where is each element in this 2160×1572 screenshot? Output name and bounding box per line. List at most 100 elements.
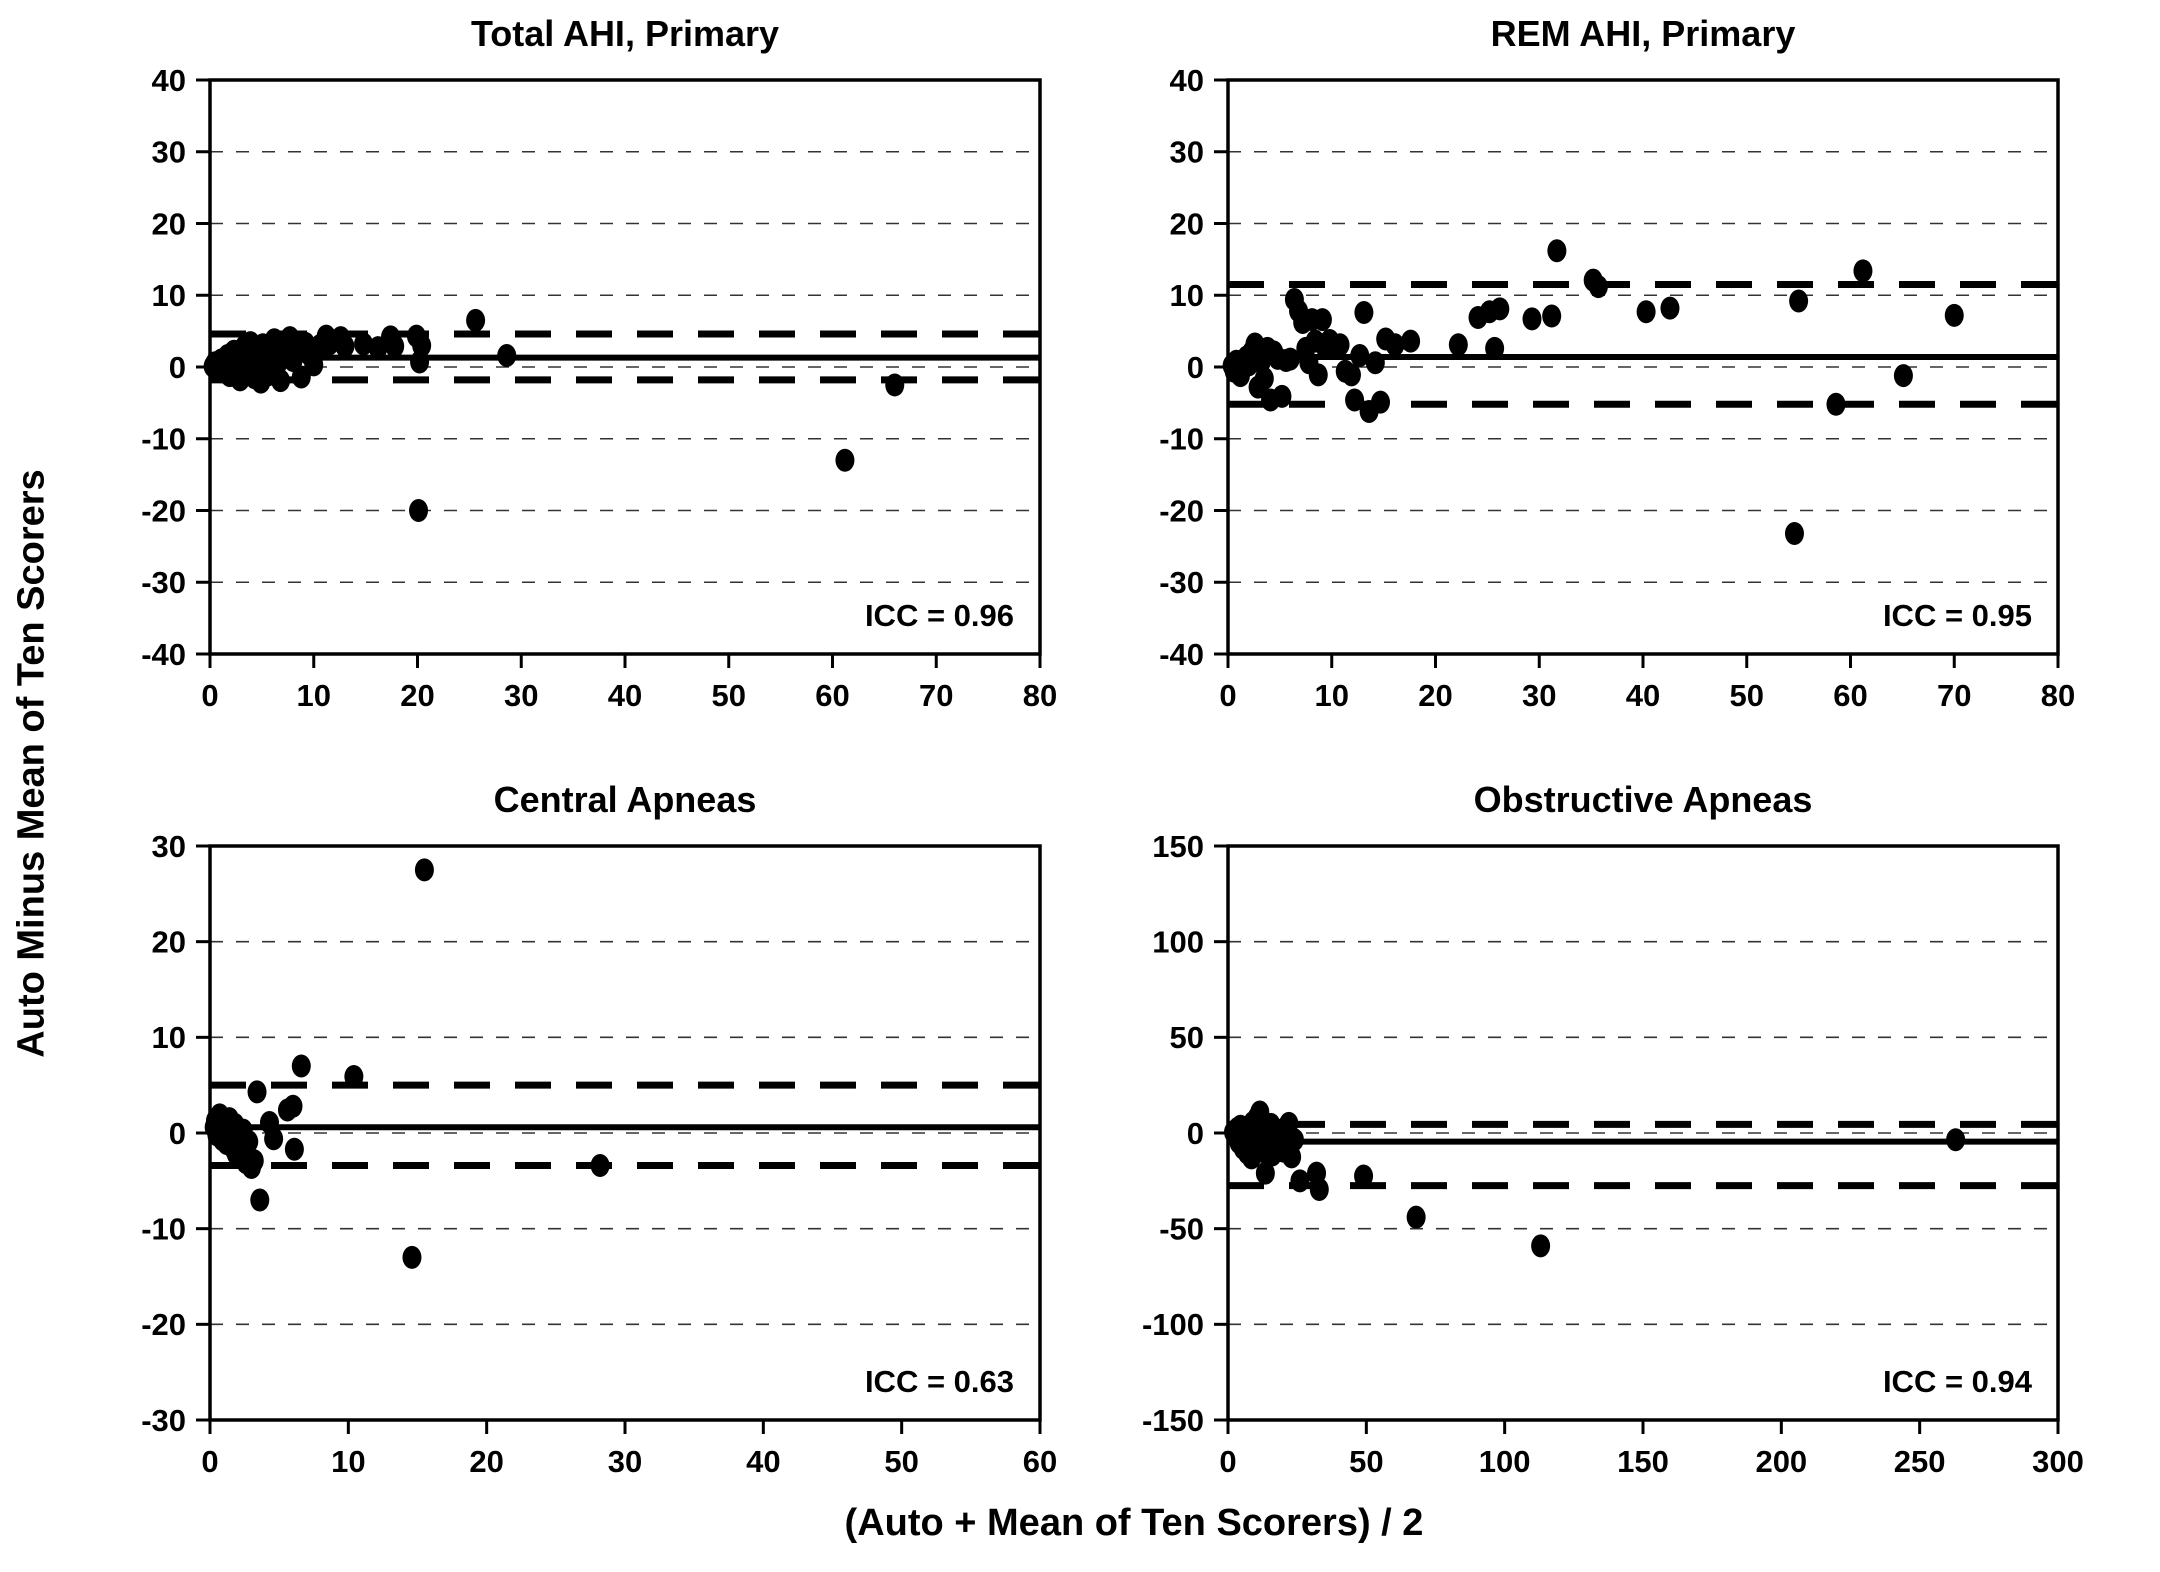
data-point — [1588, 275, 1608, 299]
data-point — [1542, 304, 1562, 328]
x-tick-label: 10 — [1315, 678, 1349, 713]
y-tick-label: 100 — [1152, 925, 1204, 960]
y-tick-label: -30 — [141, 1403, 186, 1438]
data-point — [1308, 363, 1328, 387]
data-point — [835, 448, 855, 472]
data-point — [466, 308, 486, 332]
y-axis-label: Auto Minus Mean of Ten Scorers — [10, 469, 53, 1058]
x-tick-label: 10 — [297, 678, 331, 713]
x-tick-label: 300 — [2032, 1444, 2084, 1479]
data-point — [1547, 239, 1567, 263]
data-point — [250, 1188, 270, 1212]
data-point — [1784, 521, 1804, 545]
data-point — [1853, 259, 1873, 283]
data-point — [1312, 308, 1332, 332]
x-tick-label: 60 — [815, 678, 849, 713]
y-tick-label: -20 — [141, 493, 186, 528]
data-point — [291, 1054, 311, 1078]
data-point — [1371, 390, 1391, 414]
data-point — [1284, 1128, 1304, 1152]
data-point — [1448, 333, 1468, 357]
panel-total-ahi-primary: Total AHI, Primary -40 -30 -20 -10 0 10 20 30 40 0… — [141, 13, 1057, 713]
data-point — [1354, 1164, 1374, 1188]
panel-title: REM AHI, Primary — [1491, 13, 1796, 54]
data-point — [1280, 347, 1300, 371]
x-tick-label: 50 — [712, 678, 746, 713]
data-point — [1531, 1234, 1551, 1258]
icc-annotation: ICC = 0.94 — [1883, 1364, 2033, 1399]
y-tick-label: -10 — [141, 1212, 186, 1247]
panel-title: Total AHI, Primary — [471, 13, 779, 54]
data-point — [264, 1127, 284, 1151]
data-point — [1290, 1169, 1310, 1193]
x-tick-label: 50 — [1730, 678, 1764, 713]
data-point — [1345, 388, 1365, 412]
x-tick-label: 60 — [1833, 678, 1867, 713]
x-tick-label: 80 — [2041, 678, 2075, 713]
data-point — [497, 344, 517, 368]
x-tick-label: 0 — [1219, 1444, 1236, 1479]
data-point — [1660, 296, 1680, 320]
x-tick-label: 30 — [608, 1444, 642, 1479]
y-tick-label: -20 — [1159, 493, 1204, 528]
x-tick-label: 60 — [1023, 1444, 1057, 1479]
panel-central-apneas: Central Apneas -30 -20 -10 0 10 20 30 0 10 20 30 40 5… — [141, 779, 1057, 1479]
y-tick-label: 10 — [152, 1020, 186, 1055]
data-point — [1341, 363, 1361, 387]
y-tick-label: 20 — [152, 206, 186, 241]
data-point — [335, 334, 355, 358]
x-tick-label: 250 — [1894, 1444, 1946, 1479]
x-tick-label: 50 — [1349, 1444, 1383, 1479]
data-point — [1946, 1128, 1966, 1152]
y-tick-label: -100 — [1142, 1307, 1204, 1342]
panel-obstructive-apneas: Obstructive Apneas -150 -100 -50 0 50 100 150 0 5… — [1142, 779, 2084, 1479]
x-tick-label: 30 — [1522, 678, 1556, 713]
x-tick-label: 150 — [1617, 1444, 1669, 1479]
data-point — [402, 1245, 422, 1269]
panel-title: Obstructive Apneas — [1474, 779, 1813, 820]
y-tick-label: -150 — [1142, 1403, 1204, 1438]
data-point — [1255, 1161, 1275, 1185]
data-point — [344, 1065, 364, 1089]
x-tick-label: 40 — [1626, 678, 1660, 713]
y-tick-label: 30 — [152, 829, 186, 864]
x-tick-label: 20 — [400, 678, 434, 713]
data-point — [1385, 333, 1405, 357]
y-tick-label: 10 — [152, 278, 186, 313]
data-point — [385, 334, 405, 358]
data-point — [590, 1154, 610, 1178]
data-point — [1893, 364, 1913, 388]
data-point — [1636, 300, 1656, 324]
x-tick-label: 40 — [746, 1444, 780, 1479]
icc-annotation: ICC = 0.95 — [1883, 598, 2032, 633]
data-point — [1350, 344, 1370, 368]
y-tick-label: -40 — [141, 637, 186, 672]
y-tick-label: 20 — [1170, 206, 1204, 241]
data-point — [412, 333, 432, 357]
data-point — [1522, 307, 1542, 331]
data-point — [1490, 297, 1510, 321]
y-tick-label: -10 — [1159, 422, 1204, 457]
x-tick-label: 0 — [201, 1444, 218, 1479]
y-tick-label: 20 — [152, 925, 186, 960]
y-tick-label: -30 — [141, 565, 186, 600]
y-tick-label: 50 — [1170, 1020, 1204, 1055]
data-point — [244, 1149, 264, 1173]
x-tick-label: 40 — [608, 678, 642, 713]
y-tick-label: -10 — [141, 422, 186, 457]
data-point — [354, 332, 374, 356]
x-tick-label: 20 — [1418, 678, 1452, 713]
data-point — [1826, 392, 1846, 416]
data-point — [1282, 1145, 1302, 1169]
data-point — [1309, 1177, 1329, 1201]
y-tick-label: 40 — [152, 63, 186, 98]
data-point — [239, 1130, 259, 1154]
x-tick-label: 70 — [1937, 678, 1971, 713]
data-point — [247, 1080, 267, 1104]
data-point — [1365, 351, 1385, 375]
y-tick-label: -30 — [1159, 565, 1204, 600]
data-point — [284, 1137, 304, 1161]
y-tick-label: 30 — [152, 135, 186, 170]
data-point — [304, 353, 324, 377]
